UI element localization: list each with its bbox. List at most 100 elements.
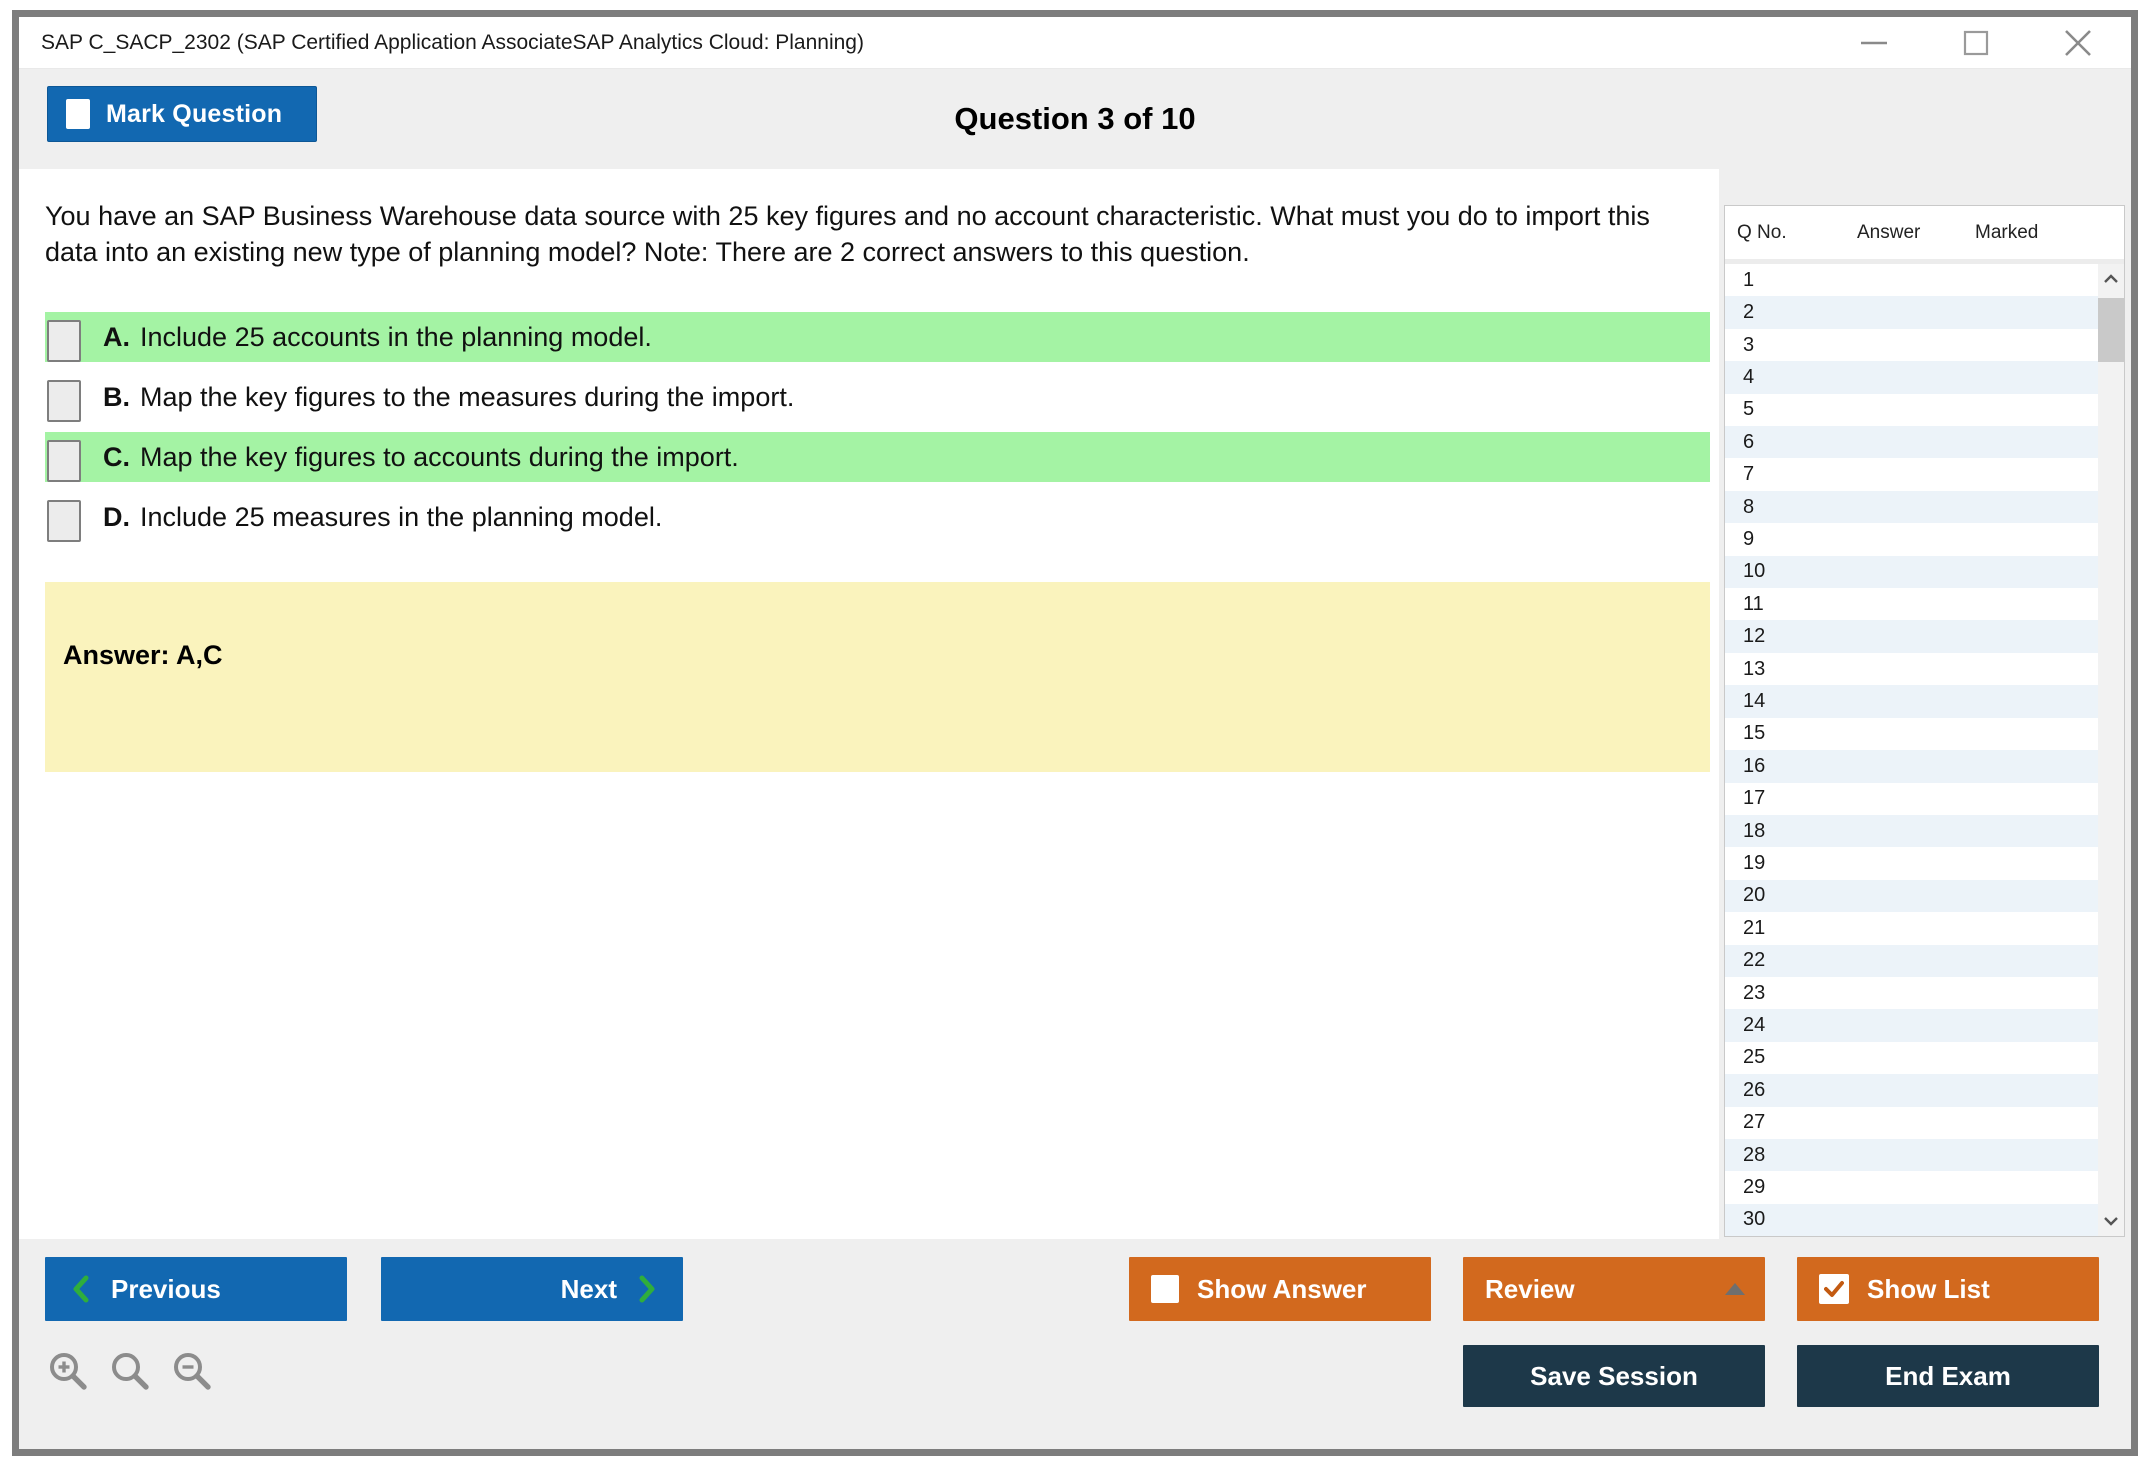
question-list-cell-q_no: 26	[1743, 1078, 1766, 1101]
question-list-row[interactable]: 12	[1725, 620, 2098, 653]
option-a-checkbox[interactable]	[47, 320, 81, 363]
question-list-cell-q_no: 7	[1743, 463, 1755, 486]
question-list-cell-q_no: 6	[1743, 430, 1755, 453]
option-text: Include 25 measures in the planning mode…	[140, 501, 663, 532]
option-text: Map the key figures to the measures duri…	[140, 381, 795, 412]
question-list-cell-q_no: 2	[1743, 301, 1755, 324]
next-label: Next	[560, 1273, 617, 1304]
question-text: You have an SAP Business Warehouse data …	[45, 201, 1650, 267]
question-list-cell-q_no: 14	[1743, 689, 1766, 712]
option-c-checkbox[interactable]	[47, 440, 81, 483]
question-list-row[interactable]: 29	[1725, 1171, 2098, 1204]
question-list-row[interactable]: 23	[1725, 976, 2098, 1010]
zoom-reset-icon[interactable]	[107, 1349, 153, 1395]
end-exam-button[interactable]: End Exam	[1797, 1345, 2099, 1407]
mark-question-label: Mark Question	[106, 99, 283, 128]
zoom-in-icon[interactable]	[45, 1349, 91, 1395]
column-header-marked: Marked	[1975, 221, 2039, 243]
question-list-cell-q_no: 20	[1743, 884, 1766, 907]
minimize-icon[interactable]	[1859, 28, 1889, 58]
question-list-row[interactable]: 15	[1725, 717, 2098, 751]
scrollbar-thumb[interactable]	[2098, 298, 2124, 362]
question-list-row[interactable]: 9	[1725, 523, 2098, 556]
question-list-cell-q_no: 17	[1743, 787, 1766, 810]
option-row-a[interactable]: A. Include 25 accounts in the planning m…	[45, 312, 1710, 363]
option-b-checkbox[interactable]	[47, 380, 81, 423]
mark-question-button[interactable]: Mark Question	[47, 86, 317, 142]
maximize-icon[interactable]	[1961, 28, 1991, 58]
question-list-row[interactable]: 8	[1725, 490, 2098, 524]
title-bar: SAP C_SACP_2302 (SAP Certified Applicati…	[19, 17, 2131, 69]
question-list-row[interactable]: 30	[1725, 1203, 2098, 1236]
question-list-cell-q_no: 29	[1743, 1176, 1766, 1199]
question-list-row[interactable]: 13	[1725, 652, 2098, 686]
question-list-row[interactable]: 3	[1725, 328, 2098, 362]
zoom-out-icon[interactable]	[169, 1349, 215, 1395]
question-list-row[interactable]: 6	[1725, 426, 2098, 459]
question-list-cell-q_no: 10	[1743, 560, 1766, 583]
question-list-cell-q_no: 11	[1743, 592, 1764, 615]
show-answer-label: Show Answer	[1197, 1273, 1367, 1304]
question-list-row[interactable]: 19	[1725, 847, 2098, 880]
mark-question-checkbox-icon	[66, 99, 90, 129]
question-list-table: Q No. Answer Marked 1 2 3 4 5 6 7 8 9 10 11 12 13 14 1…	[1724, 205, 2125, 1237]
option-letter: C.	[103, 441, 130, 472]
review-label: Review	[1485, 1273, 1575, 1304]
review-button[interactable]: Review	[1463, 1257, 1765, 1321]
question-list-row[interactable]: 14	[1725, 685, 2098, 718]
question-list-cell-q_no: 21	[1743, 916, 1766, 939]
question-list-rows: 1 2 3 4 5 6 7 8 9 10 11 12 13 14 15 16 17 18 19 20 21 22 23 24 2…	[1725, 264, 2098, 1236]
question-list-row[interactable]: 28	[1725, 1138, 2098, 1172]
question-list-row[interactable]: 5	[1725, 393, 2098, 427]
option-row-d[interactable]: D. Include 25 measures in the planning m…	[45, 492, 1710, 543]
previous-button[interactable]: Previous	[45, 1257, 347, 1321]
scroll-down-icon[interactable]	[2098, 1206, 2124, 1236]
question-counter: Question 3 of 10	[954, 101, 1196, 136]
end-exam-label: End Exam	[1885, 1360, 2011, 1391]
question-list-row[interactable]: 21	[1725, 912, 2098, 945]
question-list-row[interactable]: 26	[1725, 1074, 2098, 1107]
scroll-up-icon[interactable]	[2098, 264, 2124, 294]
question-list-row[interactable]: 11	[1725, 588, 2098, 621]
question-list-row[interactable]: 7	[1725, 458, 2098, 491]
previous-label: Previous	[111, 1273, 221, 1304]
question-list-cell-q_no: 23	[1743, 981, 1766, 1004]
question-list-row[interactable]: 1	[1725, 264, 2098, 297]
question-list-row[interactable]: 25	[1725, 1041, 2098, 1075]
question-list-row[interactable]: 18	[1725, 814, 2098, 848]
chevron-left-icon	[71, 1275, 91, 1303]
show-answer-button[interactable]: Show Answer	[1129, 1257, 1431, 1321]
question-list-sidebar: Q No. Answer Marked 1 2 3 4 5 6 7 8 9 10 11 12 13 14 1…	[1722, 169, 2131, 1239]
option-row-b[interactable]: B. Map the key figures to the measures d…	[45, 372, 1710, 423]
save-session-button[interactable]: Save Session	[1463, 1345, 1765, 1407]
question-list-row[interactable]: 10	[1725, 555, 2098, 589]
question-list-row[interactable]: 20	[1725, 879, 2098, 913]
show-list-button[interactable]: Show List	[1797, 1257, 2099, 1321]
option-row-c[interactable]: C. Map the key figures to accounts durin…	[45, 432, 1710, 483]
question-panel: You have an SAP Business Warehouse data …	[19, 169, 1719, 1239]
answer-box: Answer: A,C	[45, 582, 1710, 773]
option-letter: D.	[103, 501, 130, 532]
question-list-row[interactable]: 4	[1725, 361, 2098, 394]
question-list-row[interactable]: 2	[1725, 296, 2098, 329]
question-list-cell-q_no: 15	[1743, 722, 1766, 745]
question-list-row[interactable]: 16	[1725, 750, 2098, 783]
question-list-row[interactable]: 24	[1725, 1009, 2098, 1042]
question-list-cell-q_no: 16	[1743, 754, 1766, 777]
question-list-row[interactable]: 22	[1725, 944, 2098, 977]
option-d-checkbox[interactable]	[47, 500, 81, 543]
bottom-bar: Previous Next Show Answer Review	[19, 1239, 2131, 1449]
question-list-row[interactable]: 27	[1725, 1106, 2098, 1139]
question-list-scrollbar[interactable]	[2098, 264, 2124, 1236]
question-list-cell-q_no: 3	[1743, 333, 1755, 356]
close-icon[interactable]	[2063, 28, 2093, 58]
option-letter: A.	[103, 321, 130, 352]
question-list-cell-q_no: 13	[1743, 657, 1766, 680]
question-list-cell-q_no: 5	[1743, 398, 1755, 421]
question-list-cell-q_no: 27	[1743, 1111, 1766, 1134]
next-button[interactable]: Next	[381, 1257, 683, 1321]
options-list: A. Include 25 accounts in the planning m…	[45, 312, 1710, 543]
chevron-right-icon	[637, 1275, 657, 1303]
column-header-answer: Answer	[1857, 221, 1921, 243]
question-list-row[interactable]: 17	[1725, 782, 2098, 815]
